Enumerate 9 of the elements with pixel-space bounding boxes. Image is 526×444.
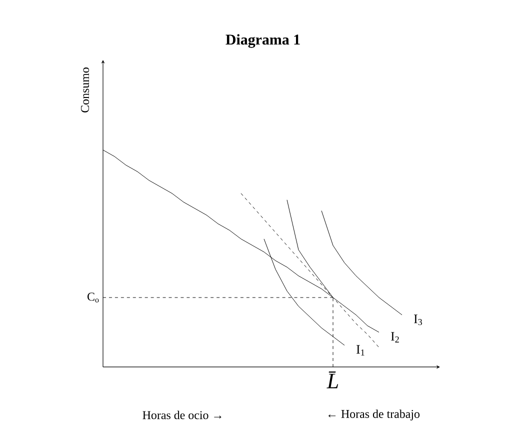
series-label: I$_{2}$ bbox=[390, 332, 399, 342]
text: ← Horas de trabajo bbox=[328, 410, 420, 420]
series-label: I$_{1}$ bbox=[356, 345, 364, 356]
chart-title: Diagrama 1 bbox=[226, 34, 300, 48]
y-axis-title: Consumo bbox=[80, 68, 90, 112]
series-label: I$_{3}$ bbox=[414, 314, 422, 326]
text: Horas de ocio → bbox=[142, 410, 222, 420]
text: L̄ bbox=[326, 372, 338, 388]
ref-line-label: C$_{o}$ bbox=[88, 292, 99, 302]
